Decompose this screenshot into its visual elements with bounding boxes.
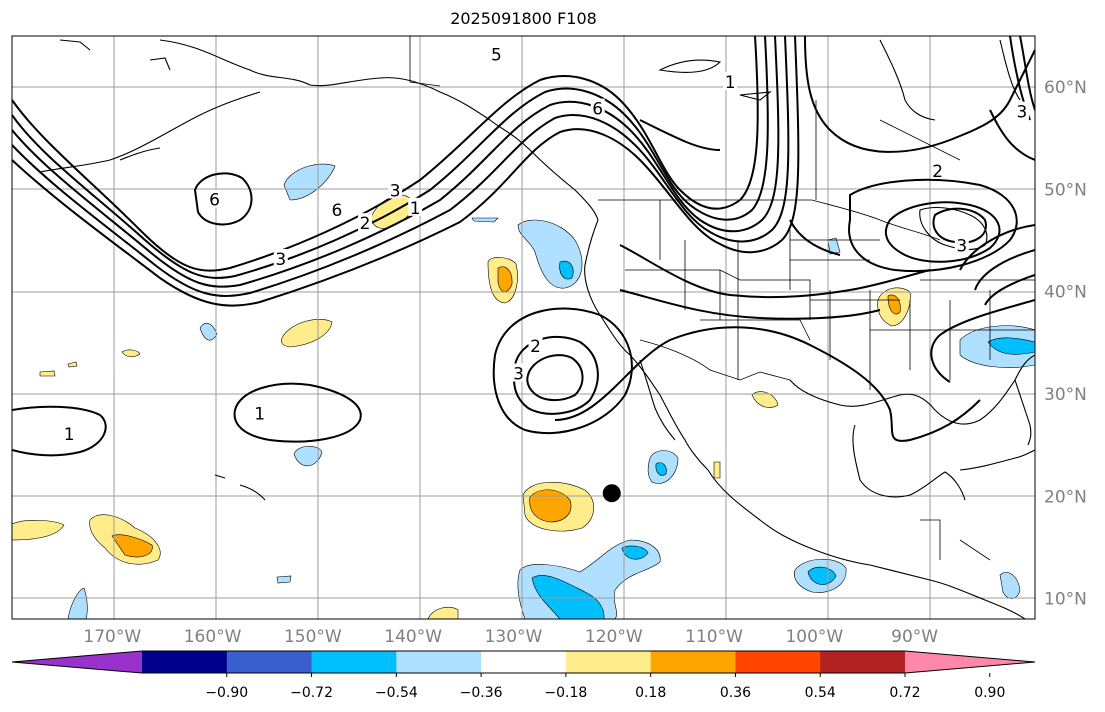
lat-label: 20°N bbox=[1044, 487, 1087, 507]
colorbar-tick-label: −0.54 bbox=[375, 685, 418, 701]
lat-label: 40°N bbox=[1044, 283, 1087, 303]
lat-label: 50°N bbox=[1044, 180, 1087, 200]
contour-label: 1 bbox=[254, 404, 265, 424]
shaded-anomaly-areas bbox=[12, 163, 1035, 619]
colorbar-extend-low bbox=[12, 651, 142, 673]
contour-label-bg bbox=[207, 189, 222, 208]
colorbar-segment bbox=[396, 651, 482, 673]
colorbar-tick-label: −0.72 bbox=[290, 685, 333, 701]
latitude-labels: 60°N 50°N 40°N 30°N 20°N 10°N bbox=[1044, 78, 1087, 609]
contour-label: 3 bbox=[956, 237, 967, 257]
colorbar-segment bbox=[565, 651, 652, 673]
contour-label-bg bbox=[358, 213, 373, 232]
colorbar-extend-high bbox=[905, 651, 1035, 673]
contour-label-bg bbox=[511, 363, 526, 382]
contour-label: 1 bbox=[725, 73, 736, 93]
lon-label: 170°W bbox=[83, 627, 141, 647]
colorbar-tick-label: 0.72 bbox=[889, 685, 920, 701]
map-frame bbox=[11, 35, 1036, 620]
colorbar-tick-label: 0.90 bbox=[974, 685, 1005, 701]
colorbar-segment bbox=[650, 651, 736, 673]
contour-label-bg bbox=[954, 235, 969, 254]
contour-label-bg bbox=[723, 72, 738, 91]
storm-location-marker bbox=[602, 484, 621, 503]
contour-label-bg bbox=[1014, 101, 1029, 120]
contour-label: 3 bbox=[390, 181, 401, 201]
lon-label: 100°W bbox=[785, 627, 843, 647]
lat-label: 30°N bbox=[1044, 385, 1087, 405]
contour-label: 1 bbox=[410, 199, 421, 219]
colorbar-tick-label: 0.36 bbox=[720, 685, 751, 701]
contour-label-bg bbox=[408, 197, 423, 216]
contour-label-bg bbox=[489, 44, 504, 63]
contour-label: 2 bbox=[360, 214, 371, 234]
contour-label-bg bbox=[590, 98, 605, 117]
contour-label: 6 bbox=[209, 191, 220, 211]
colorbar-tick-label: −0.18 bbox=[544, 685, 587, 701]
contour-label-bg bbox=[329, 199, 344, 218]
lon-label: 90°W bbox=[891, 627, 938, 647]
contour-label: 3 bbox=[513, 365, 524, 385]
contour-label-bg bbox=[62, 423, 77, 442]
contour-label-bg bbox=[388, 180, 403, 199]
colorbar-segment bbox=[311, 651, 397, 673]
political-borders bbox=[409, 36, 1035, 561]
colorbar-segment bbox=[142, 651, 228, 673]
contour-label: 6 bbox=[332, 201, 343, 221]
contour-label: 1 bbox=[64, 425, 75, 445]
colorbar-segment bbox=[481, 651, 567, 673]
longitude-labels: 170°W 160°W 150°W 140°W 130°W 120°W 110°W 100°W… bbox=[83, 627, 938, 647]
contour-label-bg bbox=[252, 403, 267, 422]
contour-label: 2 bbox=[932, 162, 943, 182]
lon-label: 140°W bbox=[384, 627, 442, 647]
colorbar-segment bbox=[735, 651, 821, 673]
lon-label: 110°W bbox=[685, 627, 743, 647]
lat-label: 60°N bbox=[1044, 78, 1087, 98]
colorbar: −0.90 −0.72 −0.54 −0.36 −0.18 0.18 0.36 0.54 0.7… bbox=[11, 650, 1036, 701]
map-title: 2025091800 F108 bbox=[450, 9, 597, 28]
contour-label: 3 bbox=[275, 250, 286, 270]
colorbar-tick-label: 0.54 bbox=[805, 685, 836, 701]
colorbar-tick-label: −0.90 bbox=[205, 685, 248, 701]
colorbar-tick-label: 0.18 bbox=[635, 685, 666, 701]
lon-label: 130°W bbox=[485, 627, 543, 647]
lon-label: 120°W bbox=[585, 627, 643, 647]
lon-label: 160°W bbox=[184, 627, 242, 647]
contour-label: 5 bbox=[491, 45, 502, 65]
colorbar-segment bbox=[226, 651, 313, 673]
lon-label: 150°W bbox=[284, 627, 342, 647]
contour-label: 2 bbox=[530, 337, 541, 357]
colorbar-segment bbox=[820, 651, 906, 673]
contour-label-bg bbox=[528, 335, 543, 354]
colorbar-tick-label: −0.36 bbox=[460, 685, 503, 701]
contour-lines bbox=[12, 36, 1035, 457]
coastlines bbox=[39, 39, 1035, 619]
colorbar-outline bbox=[11, 650, 1036, 674]
contour-label-bg bbox=[930, 161, 945, 180]
contour-label: 3 bbox=[1017, 103, 1028, 123]
lat-label: 10°N bbox=[1044, 590, 1087, 610]
contour-label: 6 bbox=[592, 100, 603, 120]
contour-label-bg bbox=[273, 248, 288, 267]
